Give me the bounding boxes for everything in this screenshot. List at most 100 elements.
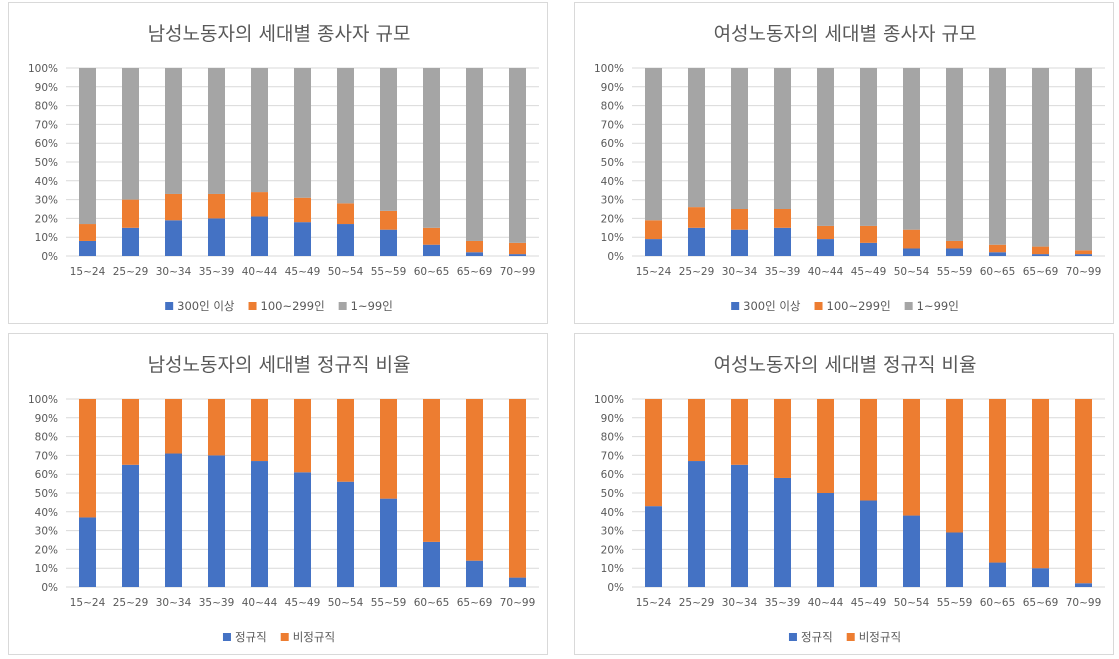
y-tick-label: 60%	[601, 469, 624, 481]
y-tick-label: 20%	[601, 213, 624, 225]
bar-segment	[817, 239, 834, 256]
bar-segment	[337, 68, 354, 204]
bar-segment	[817, 493, 834, 587]
bar-segment	[165, 399, 182, 454]
legend: 정규직 비정규직	[222, 630, 335, 644]
x-tick-label: 35~39	[199, 597, 235, 609]
bar-segment	[122, 464, 139, 587]
bar-segment	[509, 399, 526, 578]
chart-svg: 남성노동자의 세대별 종사자 규모 0% 10% 20% 30% 40% 50% 60% 70%…	[28, 23, 539, 313]
legend: 정규직 비정규직	[788, 630, 901, 644]
x-tick-label: 30~34	[156, 597, 192, 609]
x-tick-label: 30~34	[156, 266, 192, 278]
bar-segment	[946, 240, 963, 249]
bar-segment	[509, 68, 526, 243]
bar-segment	[688, 68, 705, 208]
bar-segment	[860, 225, 877, 243]
bar-segment	[731, 464, 748, 587]
y-tick-label: 60%	[35, 138, 58, 150]
bar-segment	[989, 244, 1006, 253]
bar-segment	[165, 220, 182, 256]
legend-swatch	[338, 302, 347, 310]
y-tick-label: 40%	[601, 507, 624, 519]
x-tick-label: 60~65	[980, 597, 1016, 609]
legend: 300인 이상 100~299인 1~99인	[731, 299, 959, 313]
y-tick-label: 100%	[594, 63, 624, 75]
bar-segment	[122, 399, 139, 465]
bar-segment	[79, 224, 96, 241]
bar-segment	[860, 68, 877, 226]
bar-segment	[645, 239, 662, 256]
bar-segment	[165, 193, 182, 221]
x-tick-label: 70~99	[1066, 266, 1102, 278]
y-tick-label: 10%	[35, 232, 58, 244]
legend-label: 비정규직	[859, 630, 901, 644]
y-tick-label: 30%	[35, 526, 58, 538]
y-tick-label: 100%	[594, 394, 624, 406]
bar-segment	[466, 252, 483, 256]
y-tick-label: 70%	[601, 119, 624, 131]
bar-segment	[294, 472, 311, 587]
bar-segment	[208, 193, 225, 219]
x-tick-label: 70~99	[500, 266, 536, 278]
y-tick-label: 50%	[601, 157, 624, 169]
bar-segment	[1032, 254, 1049, 256]
x-tick-label: 30~34	[722, 597, 758, 609]
y-tick-label: 10%	[601, 232, 624, 244]
bar-segment	[208, 218, 225, 256]
legend-label: 300인 이상	[177, 299, 235, 313]
bar-segment	[774, 227, 791, 256]
x-tick-label: 55~59	[371, 266, 407, 278]
bar-segment	[79, 517, 96, 587]
bar-segment	[860, 399, 877, 501]
bar-segment	[380, 229, 397, 256]
x-tick-label: 45~49	[851, 597, 887, 609]
bar-segment	[946, 68, 963, 241]
y-tick-label: 30%	[601, 195, 624, 207]
bar-segment	[645, 68, 662, 221]
bar-segment	[731, 209, 748, 230]
y-tick-label: 90%	[35, 413, 58, 425]
bar-segment	[466, 399, 483, 561]
bar-segment	[251, 68, 268, 193]
x-tick-label: 15~24	[70, 266, 106, 278]
x-tick-label: 55~59	[371, 597, 407, 609]
bar-segment	[688, 207, 705, 228]
chart-panel-male-workplace-size: 남성노동자의 세대별 종사자 규모 0% 10% 20% 30% 40% 50% 60% 70%…	[8, 2, 548, 324]
legend-label: 300인 이상	[743, 299, 801, 313]
bar-segment	[688, 461, 705, 587]
y-tick-label: 60%	[601, 138, 624, 150]
chart-svg: 남성노동자의 세대별 정규직 비율 0% 10% 20% 30% 40% 50% 60% 70%…	[28, 354, 539, 644]
y-tick-label: 100%	[28, 63, 58, 75]
chart-title: 남성노동자의 세대별 종사자 규모	[148, 23, 411, 45]
y-tick-label: 50%	[35, 157, 58, 169]
bar-segment	[731, 229, 748, 256]
bar-segment	[423, 244, 440, 256]
x-tick-label: 50~54	[328, 597, 364, 609]
bar-segment	[509, 254, 526, 256]
x-tick-label: 25~29	[113, 266, 149, 278]
y-tick-label: 90%	[601, 82, 624, 94]
bar-segment	[509, 577, 526, 587]
legend-label: 정규직	[235, 630, 267, 644]
y-tick-label: 20%	[601, 544, 624, 556]
bar-segment	[208, 399, 225, 456]
legend-swatch	[904, 302, 913, 310]
bar-segment	[1075, 68, 1092, 251]
x-tick-label: 35~39	[199, 266, 235, 278]
chart-panel-female-regular-ratio: 여성노동자의 세대별 정규직 비율 0% 10% 20% 30% 40% 50% 60% 70%…	[574, 333, 1114, 655]
x-tick-label: 25~29	[679, 597, 715, 609]
bar-segment	[122, 227, 139, 256]
y-tick-label: 40%	[601, 176, 624, 188]
bar-segment	[79, 399, 96, 518]
bar-segment	[79, 240, 96, 256]
y-tick-label: 30%	[35, 195, 58, 207]
bar-segment	[165, 453, 182, 587]
bar-segment	[251, 192, 268, 217]
y-tick-label: 50%	[35, 488, 58, 500]
bar-segment	[208, 68, 225, 194]
bar-segment	[774, 399, 791, 478]
legend-swatch	[846, 633, 855, 641]
bar-segment	[688, 399, 705, 462]
y-tick-label: 80%	[601, 101, 624, 113]
